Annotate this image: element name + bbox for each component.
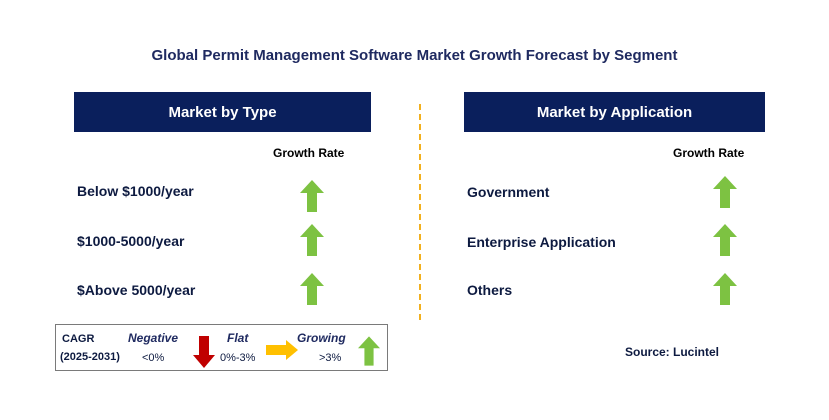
type-row-label-1: Below $1000/year [77,183,194,199]
legend-growing-label: Growing [297,331,346,345]
legend-cagr-label: CAGR [62,333,95,345]
legend-growing-range: >3% [319,352,342,364]
growing-arrow-icon [713,273,737,305]
type-row-label-3: $Above 5000/year [77,282,196,298]
growing-arrow-icon [300,180,324,212]
application-row-label-1: Government [467,184,550,200]
market-by-application-header: Market by Application [464,92,765,132]
negative-arrow-icon [193,336,215,368]
legend-negative-range: <0% [142,352,165,364]
legend-flat-label: Flat [227,331,249,345]
legend-negative-label: Negative [128,331,179,345]
source-note: Source: Lucintel [625,345,720,359]
market-by-type-header: Market by Type [74,92,371,132]
legend-period: (2025-2031) [60,351,120,363]
left-growth-rate-label: Growth Rate [273,146,345,160]
growing-arrow-icon [358,336,380,366]
growing-arrow-icon [300,224,324,256]
right-growth-rate-label: Growth Rate [673,146,745,160]
panel-divider [419,104,421,320]
flat-arrow-icon [266,340,298,360]
type-row-label-2: $1000-5000/year [77,233,185,249]
application-row-label-3: Others [467,282,513,298]
growing-arrow-icon [713,176,737,208]
growing-arrow-icon [713,224,737,256]
growing-arrow-icon [300,273,324,305]
cagr-legend: CAGR (2025-2031) Negative <0% Flat 0%-3%… [55,324,388,371]
application-row-label-2: Enterprise Application [467,234,616,250]
legend-flat-range: 0%-3% [220,352,256,364]
chart-title: Global Permit Management Software Market… [151,47,678,64]
